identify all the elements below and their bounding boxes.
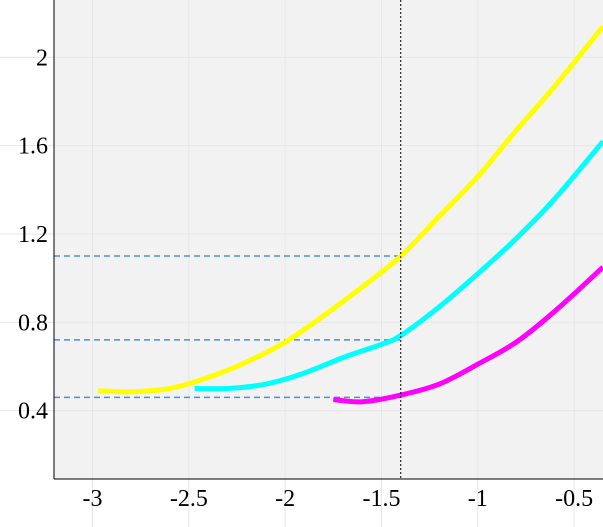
y-tick-label-0: 0.4: [18, 399, 48, 425]
series-line-2: [333, 265, 603, 405]
x-tick-label-4: -1: [468, 486, 488, 512]
y-tick-label-3: 1.6: [18, 134, 48, 160]
x-tick-label-5: -0.5: [555, 486, 593, 512]
x-tick-label-2: -2: [275, 486, 295, 512]
x-tick-label-0: -3: [83, 486, 103, 512]
plot-area: [54, 0, 603, 479]
y-tick-label-1: 0.8: [18, 310, 48, 336]
x-tick-labels: -3 -2.5 -2 -1.5 -1 -0.5: [83, 486, 594, 512]
x-tick-label-3: -1.5: [362, 486, 400, 512]
x-tick-label-1: -2.5: [170, 486, 208, 512]
series-lines: [98, 24, 603, 405]
y-tick-label-2: 1.2: [18, 222, 48, 248]
series-line-1: [194, 139, 603, 392]
y-tick-label-4: 2: [36, 45, 48, 71]
series-line-0: [98, 24, 603, 395]
y-tick-labels: 0.4 0.8 1.2 1.6 2: [18, 45, 48, 424]
reference-lines: [54, 255, 401, 399]
